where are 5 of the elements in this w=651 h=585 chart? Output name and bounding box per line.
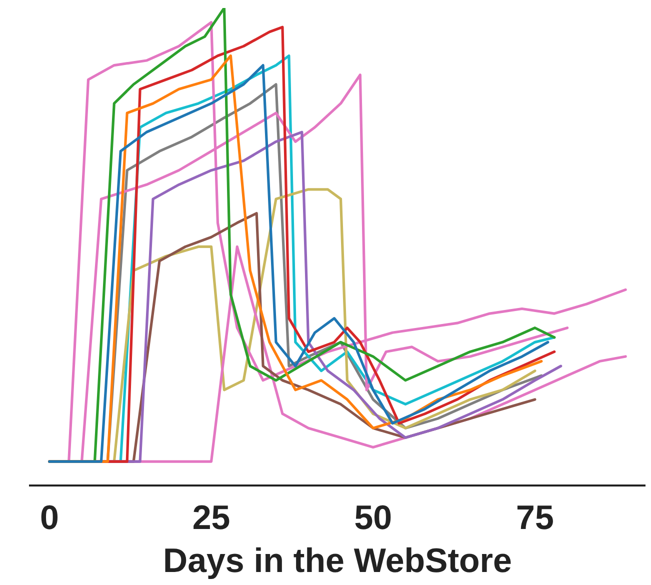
x-tick-label: 0: [40, 499, 59, 538]
x-tick-label: 75: [516, 499, 554, 538]
x-tick-label: 50: [354, 499, 392, 538]
x-axis-title: Days in the WebStore: [163, 542, 512, 580]
x-tick-label: 25: [192, 499, 230, 538]
